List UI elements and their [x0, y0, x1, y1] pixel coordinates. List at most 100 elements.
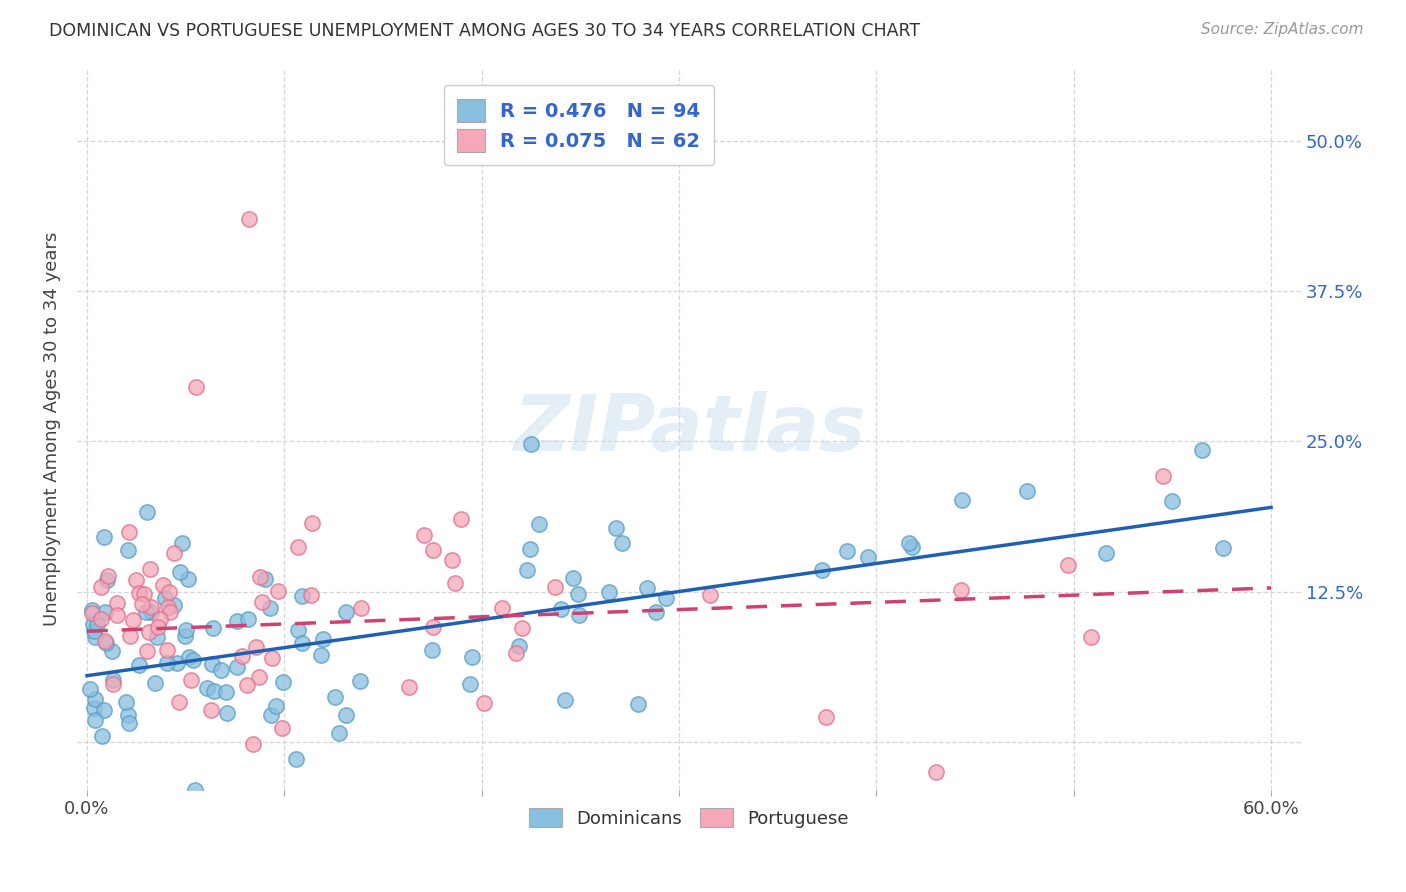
- Point: [236, 613, 259, 627]
- Point: [527, 517, 550, 532]
- Point: [636, 581, 658, 595]
- Point: [950, 583, 973, 598]
- Point: [554, 692, 576, 706]
- Point: [167, 695, 190, 709]
- Point: [924, 764, 946, 779]
- Point: [152, 577, 174, 591]
- Point: [169, 565, 191, 579]
- Point: [544, 580, 567, 594]
- Point: [143, 676, 166, 690]
- Point: [121, 613, 143, 627]
- Point: [512, 622, 534, 636]
- Point: [562, 570, 585, 584]
- Point: [299, 588, 322, 602]
- Point: [242, 737, 264, 751]
- Point: [94, 605, 117, 619]
- Point: [170, 535, 193, 549]
- Point: [166, 656, 188, 670]
- Point: [96, 635, 118, 649]
- Point: [516, 563, 538, 577]
- Point: [200, 703, 222, 717]
- Point: [157, 600, 180, 615]
- Point: [101, 677, 124, 691]
- Point: [328, 725, 350, 739]
- Point: [301, 516, 323, 531]
- Y-axis label: Unemployment Among Ages 30 to 34 years: Unemployment Among Ages 30 to 34 years: [44, 232, 60, 626]
- Point: [858, 549, 880, 564]
- Point: [97, 568, 120, 582]
- Point: [204, 684, 226, 698]
- Point: [183, 783, 205, 797]
- Legend: Dominicans, Portuguese: Dominicans, Portuguese: [522, 801, 856, 835]
- Point: [610, 535, 633, 549]
- Point: [118, 525, 141, 540]
- Text: ZIPatlas: ZIPatlas: [513, 392, 865, 467]
- Point: [238, 211, 260, 226]
- Point: [173, 630, 195, 644]
- Point: [901, 540, 924, 554]
- Point: [335, 605, 357, 619]
- Point: [90, 580, 112, 594]
- Point: [183, 653, 205, 667]
- Point: [837, 544, 859, 558]
- Point: [1080, 630, 1102, 644]
- Point: [103, 673, 125, 688]
- Point: [260, 707, 283, 722]
- Point: [520, 436, 543, 450]
- Point: [335, 708, 357, 723]
- Point: [422, 619, 444, 633]
- Point: [93, 530, 115, 544]
- Point: [1152, 468, 1174, 483]
- Point: [163, 546, 186, 560]
- Point: [159, 605, 181, 619]
- Point: [179, 650, 201, 665]
- Point: [135, 505, 157, 519]
- Point: [117, 543, 139, 558]
- Point: [134, 587, 156, 601]
- Point: [135, 605, 157, 619]
- Point: [398, 681, 420, 695]
- Point: [148, 620, 170, 634]
- Point: [249, 670, 271, 684]
- Point: [176, 624, 198, 638]
- Point: [184, 380, 207, 394]
- Point: [231, 649, 253, 664]
- Point: [1191, 442, 1213, 457]
- Point: [291, 589, 314, 603]
- Point: [1212, 541, 1234, 556]
- Point: [105, 608, 128, 623]
- Point: [460, 677, 482, 691]
- Point: [422, 542, 444, 557]
- Point: [96, 573, 118, 587]
- Point: [444, 575, 467, 590]
- Point: [291, 636, 314, 650]
- Point: [249, 570, 271, 584]
- Point: [195, 681, 218, 695]
- Point: [131, 597, 153, 611]
- Point: [519, 542, 541, 557]
- Point: [267, 583, 290, 598]
- Text: Source: ZipAtlas.com: Source: ZipAtlas.com: [1201, 22, 1364, 37]
- Point: [252, 595, 274, 609]
- Point: [461, 650, 484, 665]
- Point: [101, 644, 124, 658]
- Point: [420, 642, 443, 657]
- Point: [202, 621, 225, 635]
- Point: [508, 639, 530, 653]
- Text: DOMINICAN VS PORTUGUESE UNEMPLOYMENT AMONG AGES 30 TO 34 YEARS CORRELATION CHART: DOMINICAN VS PORTUGUESE UNEMPLOYMENT AMO…: [49, 22, 921, 40]
- Point: [287, 623, 309, 637]
- Point: [225, 659, 247, 673]
- Point: [117, 708, 139, 723]
- Point: [153, 591, 176, 605]
- Point: [897, 536, 920, 550]
- Point: [159, 584, 181, 599]
- Point: [80, 602, 103, 616]
- Point: [285, 752, 308, 766]
- Point: [1161, 494, 1184, 508]
- Point: [259, 600, 281, 615]
- Point: [271, 674, 294, 689]
- Point: [84, 691, 107, 706]
- Point: [441, 553, 464, 567]
- Point: [118, 715, 141, 730]
- Point: [79, 682, 101, 697]
